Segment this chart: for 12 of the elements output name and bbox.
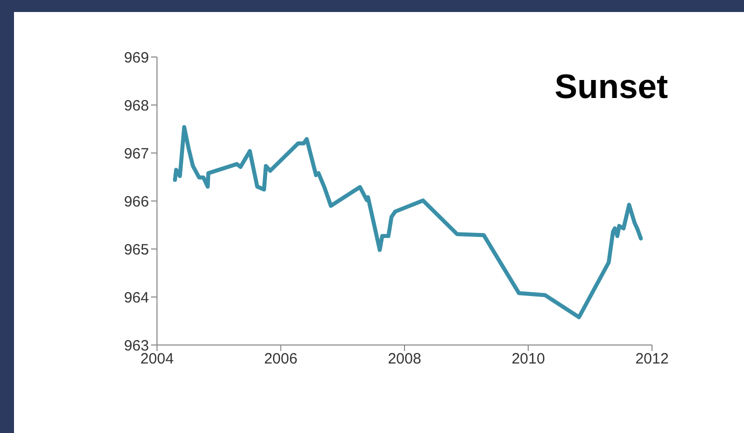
line-series <box>172 125 643 320</box>
x-tick-label: 2008 <box>388 350 422 368</box>
y-tick-label: 968 <box>124 97 149 114</box>
x-tick-label: 2012 <box>635 350 669 368</box>
y-tick-label: 965 <box>124 241 149 258</box>
y-tick-label: 964 <box>124 289 149 306</box>
y-tick-label: 969 <box>124 49 149 66</box>
x-tick-label: 2006 <box>264 350 298 368</box>
x-tick-label: 2010 <box>512 350 545 368</box>
y-tick-label: 966 <box>124 193 149 210</box>
chart-title: Sunset <box>554 68 668 107</box>
y-tick-label: 967 <box>124 145 149 162</box>
